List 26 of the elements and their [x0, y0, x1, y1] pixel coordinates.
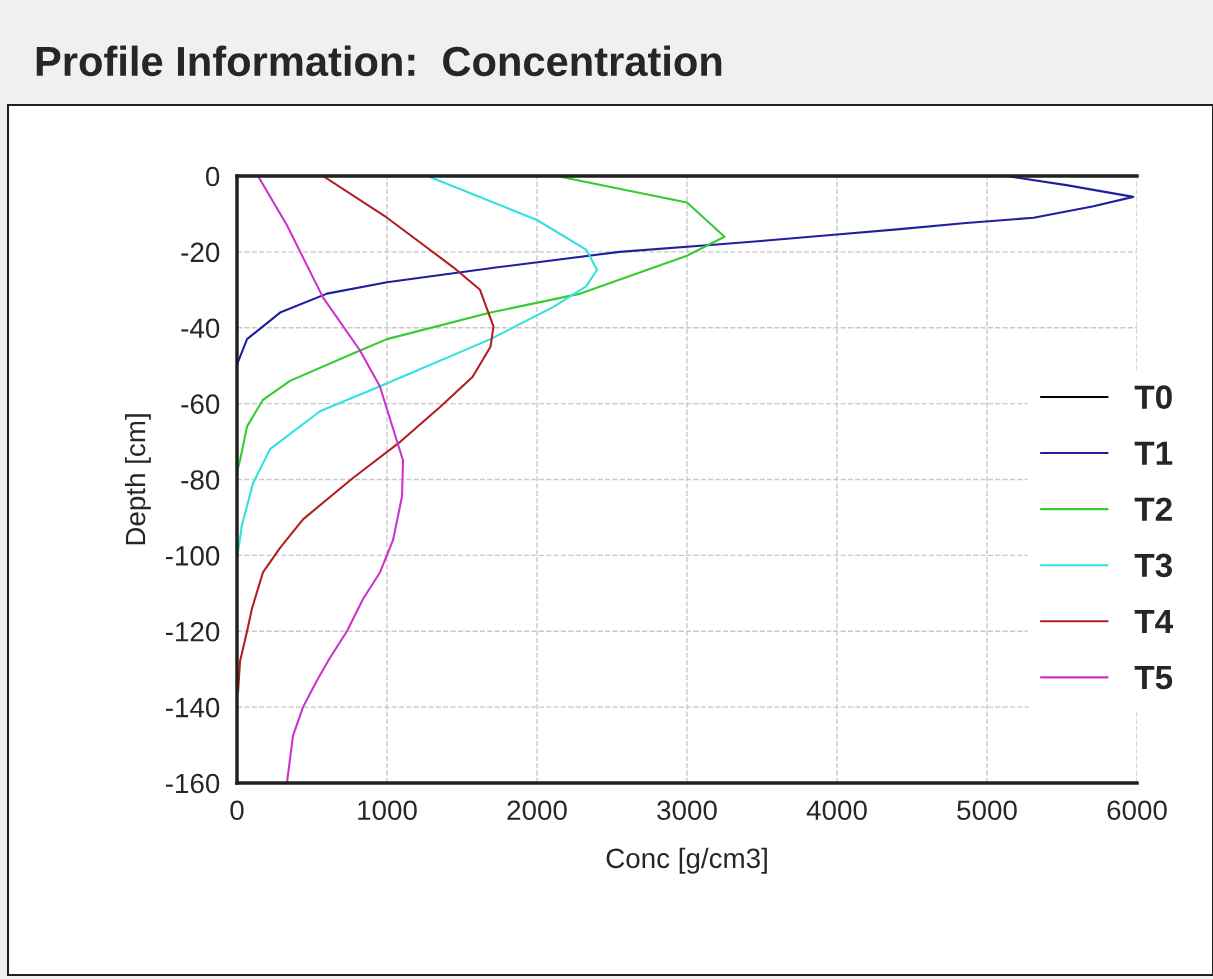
x-tick-label: 4000	[806, 800, 867, 821]
legend-label: T4	[1134, 610, 1173, 633]
x-tick-label: 2000	[507, 800, 567, 821]
y-tick-label: -60	[181, 394, 220, 414]
legend-label: T0	[1134, 385, 1172, 409]
line-series	[256, 176, 405, 783]
x-tick-label: 0	[230, 800, 244, 821]
y-tick-label: -140	[165, 697, 220, 718]
legend-label: T3	[1134, 553, 1172, 578]
y-axis-title: Depth [cm]	[124, 414, 151, 545]
y-tick-label: -80	[181, 470, 220, 490]
y-tick-label: 0	[205, 166, 220, 187]
x-tick-label: 3000	[657, 800, 717, 821]
x-tick-label: 1000	[358, 800, 417, 821]
legend-label: T2	[1134, 497, 1172, 521]
y-tick-label: -120	[165, 621, 220, 642]
y-tick-label: -160	[165, 773, 220, 794]
x-tick-label: 5000	[957, 800, 1017, 821]
legend-label: T5	[1134, 666, 1173, 690]
x-tick-label: 6000	[1107, 800, 1167, 821]
legend-label: T1	[1134, 441, 1173, 465]
y-tick-label: -100	[165, 546, 220, 566]
y-tick-label: -40	[181, 318, 220, 339]
y-tick-label: -20	[181, 242, 220, 263]
x-axis-title: Conc [g/cm3]	[606, 847, 767, 874]
chart-title: Profile Information: Concentration	[36, 45, 722, 77]
